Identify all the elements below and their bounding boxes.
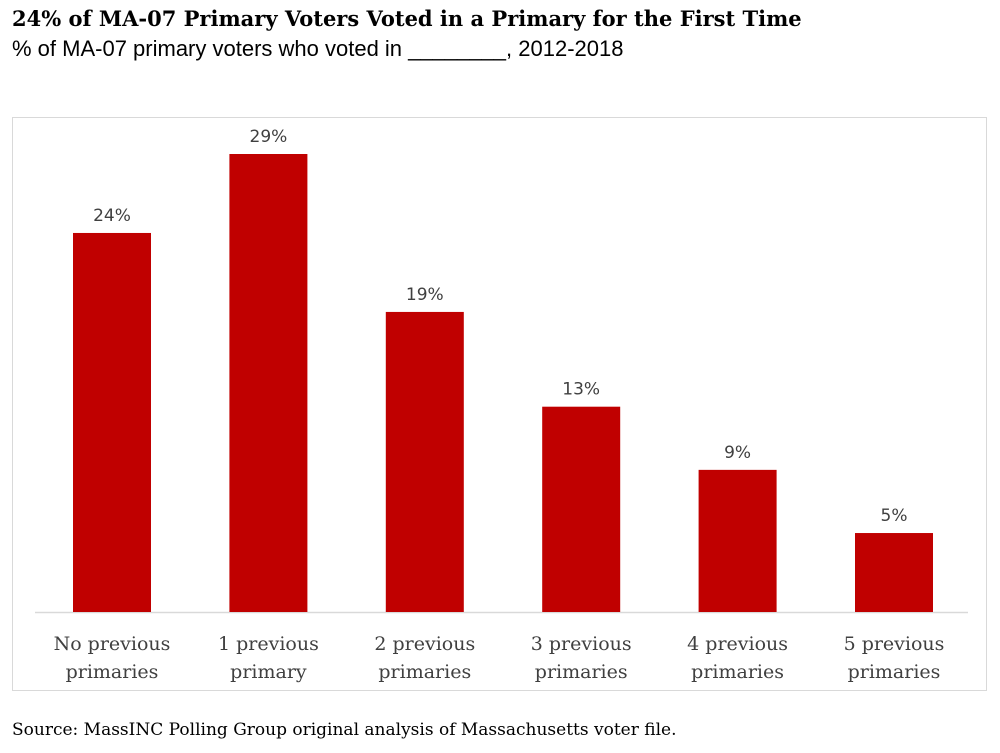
bar	[73, 232, 151, 612]
category-label: No previous	[54, 633, 171, 655]
category-label: primary	[230, 661, 307, 683]
category-label: 5 previous	[844, 633, 945, 655]
data-label: 13%	[562, 380, 600, 400]
category-label: primaries	[66, 661, 159, 683]
chart-subtitle: % of MA-07 primary voters who voted in _…	[12, 36, 624, 61]
category-label: 4 previous	[687, 633, 788, 655]
source-note: Source: MassINC Polling Group original a…	[12, 720, 677, 740]
chart-frame	[12, 117, 987, 691]
category-label: primaries	[378, 661, 471, 683]
data-label: 5%	[881, 506, 908, 526]
bar	[385, 311, 464, 612]
category-label: primaries	[535, 661, 628, 683]
category-label: primaries	[848, 661, 941, 683]
bar	[542, 406, 621, 612]
category-label: primaries	[691, 661, 784, 683]
bar	[855, 533, 933, 612]
category-label: 3 previous	[531, 633, 632, 655]
bar	[229, 154, 308, 612]
category-label: 1 previous	[218, 633, 319, 655]
data-label: 24%	[93, 206, 131, 226]
chart-title: 24% of MA-07 Primary Voters Voted in a P…	[12, 6, 802, 31]
bar	[698, 469, 777, 612]
data-label: 19%	[406, 285, 444, 305]
data-label: 29%	[250, 127, 288, 147]
category-label: 2 previous	[374, 633, 475, 655]
data-label: 9%	[724, 443, 751, 463]
